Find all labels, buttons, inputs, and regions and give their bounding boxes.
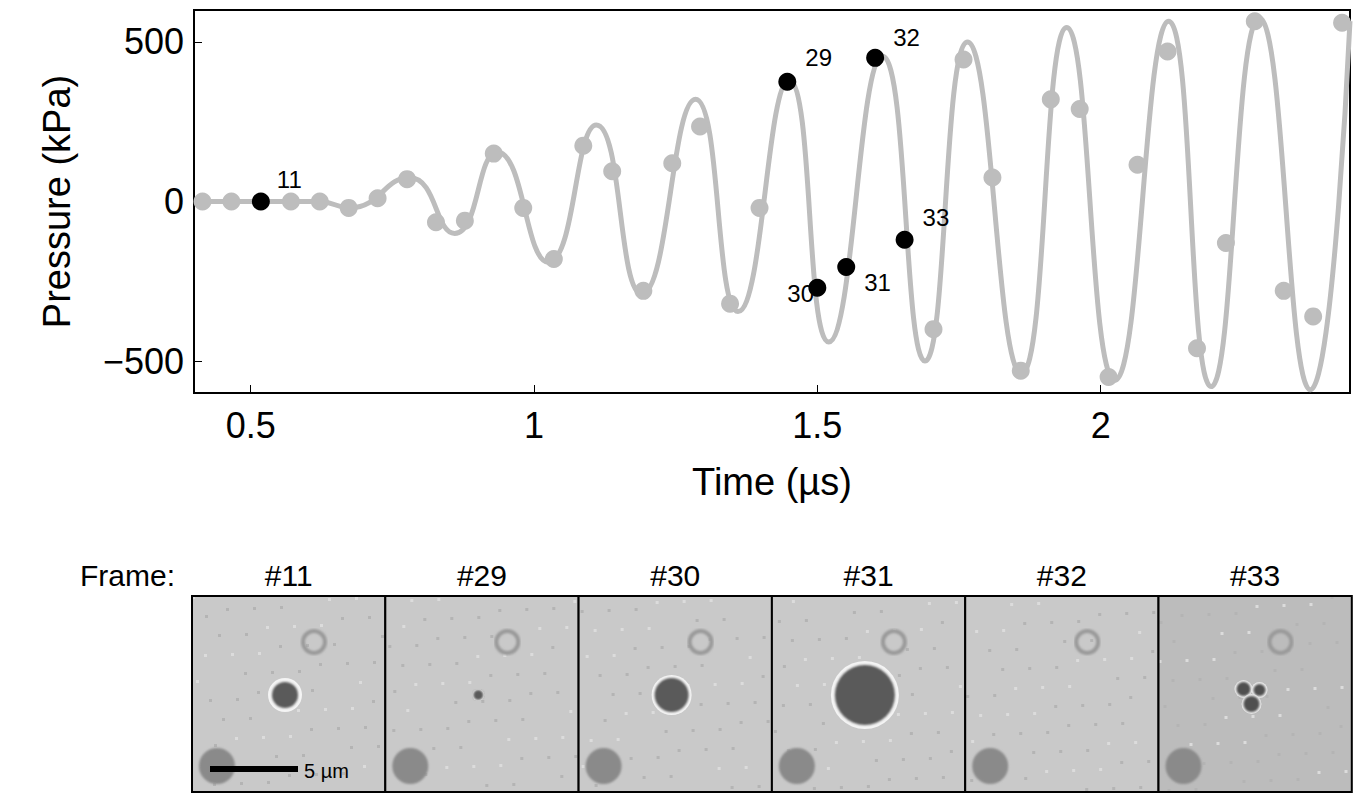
svg-text:#31: #31 — [844, 559, 894, 592]
svg-text:#29: #29 — [457, 559, 507, 592]
svg-text:#11: #11 — [265, 559, 313, 592]
svg-text:Frame:: Frame: — [80, 559, 175, 592]
svg-text:Time (µs): Time (µs) — [692, 461, 852, 503]
svg-text:29: 29 — [805, 44, 832, 71]
svg-text:2: 2 — [1091, 405, 1111, 446]
svg-text:33: 33 — [923, 204, 950, 231]
svg-text:#33: #33 — [1230, 559, 1280, 592]
svg-text:1.5: 1.5 — [792, 405, 842, 446]
svg-text:32: 32 — [893, 24, 920, 51]
svg-text:0: 0 — [164, 181, 184, 222]
svg-text:5 µm: 5 µm — [304, 760, 349, 782]
svg-text:1: 1 — [524, 405, 544, 446]
svg-text:11: 11 — [277, 166, 302, 193]
svg-text:31: 31 — [864, 269, 891, 296]
svg-text:500: 500 — [124, 21, 184, 62]
svg-text:0.5: 0.5 — [226, 405, 276, 446]
svg-text:Pressure (kPa): Pressure (kPa) — [36, 75, 78, 328]
svg-text:−500: −500 — [103, 341, 184, 382]
svg-text:#32: #32 — [1037, 559, 1087, 592]
svg-text:#30: #30 — [650, 559, 700, 592]
svg-text:30: 30 — [787, 280, 814, 307]
